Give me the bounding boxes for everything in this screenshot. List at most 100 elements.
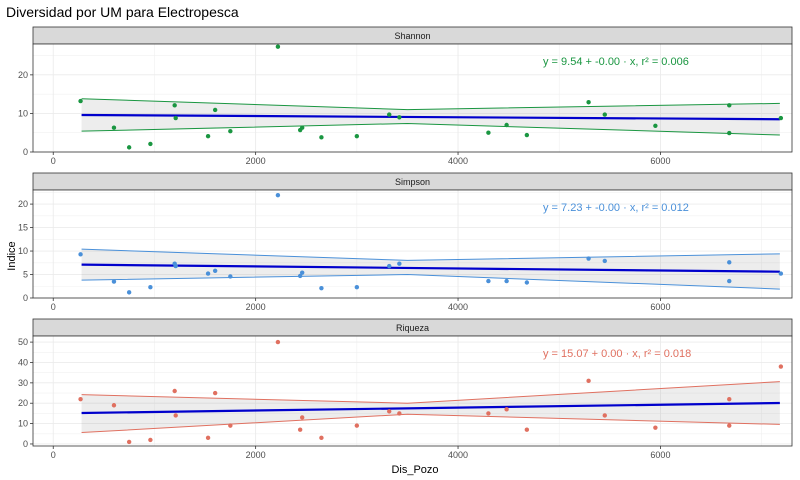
data-point [486, 130, 491, 135]
ci-lower-line [81, 122, 780, 136]
chart-title: Diversidad por UM para Electropesca [6, 4, 239, 20]
data-point [173, 115, 178, 121]
data-point [212, 268, 218, 273]
data-point [275, 44, 281, 49]
data-point [173, 263, 178, 269]
ci-lower-line [81, 274, 780, 290]
data-point [228, 274, 233, 279]
data-point [148, 141, 153, 147]
data-point [275, 339, 281, 345]
data-point [173, 413, 178, 418]
data-point [586, 256, 591, 261]
data-point [778, 364, 784, 369]
data-point [586, 378, 591, 384]
data-point [78, 396, 83, 402]
y-tick-label: 10 [18, 108, 28, 118]
data-point [727, 103, 732, 108]
y-tick-label: 5 [23, 270, 28, 280]
y-axis-title: Indice [6, 241, 18, 270]
data-point [205, 435, 211, 441]
data-point [126, 290, 132, 295]
data-point [299, 270, 305, 275]
data-point [602, 112, 607, 117]
data-point [727, 260, 732, 265]
y-tick-label: 10 [18, 419, 28, 429]
data-point [126, 145, 132, 150]
ci-upper-line [81, 248, 780, 261]
x-tick-label: 0 [51, 156, 56, 166]
data-point [397, 261, 402, 266]
data-point [524, 280, 530, 285]
ci-upper-line [81, 98, 780, 111]
x-tick-label: 4000 [448, 450, 468, 460]
x-tick-label: 2000 [246, 450, 266, 460]
data-point [354, 133, 360, 139]
data-point [319, 435, 324, 441]
x-tick-label: 6000 [650, 156, 670, 166]
data-point [778, 271, 784, 276]
data-point [727, 130, 732, 136]
y-tick-label: 50 [18, 337, 28, 347]
data-point [275, 192, 281, 198]
panel-border [32, 189, 793, 299]
data-point [778, 115, 784, 121]
x-tick-label: 6000 [650, 450, 670, 460]
regression-line [81, 263, 780, 273]
regression-line [81, 113, 780, 121]
data-point [319, 135, 324, 140]
data-point [524, 427, 530, 432]
data-point [172, 388, 177, 394]
data-point [504, 407, 509, 412]
y-tick-label: 0 [23, 147, 28, 157]
regression-line [81, 401, 780, 415]
data-point [228, 128, 233, 134]
data-point [205, 271, 211, 276]
y-tick-label: 30 [18, 378, 28, 388]
ci-lower-line [81, 413, 780, 434]
data-point [111, 125, 117, 130]
data-point [504, 278, 509, 284]
data-point [172, 103, 177, 108]
data-point [212, 390, 218, 396]
data-point [78, 98, 83, 104]
data-point [504, 122, 509, 128]
data-point [299, 415, 305, 420]
x-tick-label: 2000 [246, 156, 266, 166]
y-tick-label: 20 [18, 398, 28, 408]
panel-border [32, 335, 793, 447]
y-tick-label: 10 [18, 246, 28, 256]
data-point [727, 423, 732, 428]
y-tick-label: 20 [18, 199, 28, 209]
data-point [602, 258, 607, 264]
data-point [354, 423, 360, 428]
y-tick-label: 20 [18, 70, 28, 80]
panel-simpson: Simpson y = 7.23 + -0.00 · x, r² = 0.012 0… [18, 172, 793, 312]
data-point [205, 133, 211, 139]
data-point [319, 285, 324, 291]
ci-upper-line [81, 381, 780, 404]
regression-equation: y = 9.54 + -0.00 · x, r² = 0.006 [543, 56, 689, 68]
data-point [727, 396, 732, 402]
y-tick-label: 0 [23, 439, 28, 449]
data-point [397, 411, 402, 416]
chart-panels: Shannon y = 9.54 + -0.00 · x, r² = 0.006 0… [18, 26, 793, 460]
data-point [387, 263, 392, 269]
data-point [126, 439, 132, 445]
y-tick-label: 0 [23, 293, 28, 303]
data-point [212, 107, 218, 113]
regression-equation: y = 7.23 + -0.00 · x, r² = 0.012 [543, 202, 689, 214]
x-tick-label: 0 [51, 450, 56, 460]
panel-background [33, 44, 792, 152]
x-tick-label: 0 [51, 302, 56, 312]
data-point [148, 285, 153, 290]
strip-label: Simpson [395, 177, 430, 187]
data-point [727, 278, 732, 284]
panel-background [33, 336, 792, 446]
data-point [387, 112, 392, 117]
regression-equation: y = 15.07 + 0.00 · x, r² = 0.018 [543, 348, 691, 360]
panel-shannon: Shannon y = 9.54 + -0.00 · x, r² = 0.006 0… [18, 26, 793, 166]
data-point [486, 278, 491, 284]
x-tick-label: 2000 [246, 302, 266, 312]
panel-background [33, 190, 792, 298]
